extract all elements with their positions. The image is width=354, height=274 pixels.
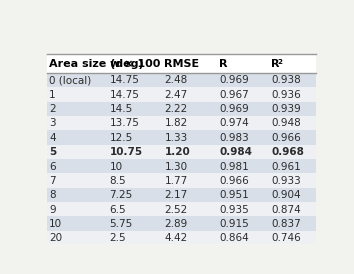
Text: 0.983: 0.983 — [219, 133, 249, 143]
Text: 2: 2 — [49, 104, 56, 114]
Bar — [47, 73, 316, 87]
Text: 0.874: 0.874 — [272, 205, 301, 215]
Text: 0.837: 0.837 — [272, 219, 301, 229]
Text: 12.5: 12.5 — [109, 133, 133, 143]
Bar — [47, 87, 316, 102]
Text: 0.951: 0.951 — [219, 190, 249, 200]
Text: 2.89: 2.89 — [164, 219, 188, 229]
Text: R: R — [219, 59, 228, 69]
Text: 0.981: 0.981 — [219, 161, 249, 172]
Text: 1.33: 1.33 — [164, 133, 188, 143]
Text: 0.984: 0.984 — [219, 147, 252, 157]
Text: 14.75: 14.75 — [109, 75, 139, 85]
Bar — [47, 173, 316, 188]
Text: 2: 2 — [278, 59, 282, 65]
Bar — [47, 54, 316, 73]
Text: 1: 1 — [49, 90, 56, 100]
Text: 0.935: 0.935 — [219, 205, 249, 215]
Text: 0.969: 0.969 — [219, 75, 249, 85]
Bar — [47, 145, 316, 159]
Text: 0.967: 0.967 — [219, 90, 249, 100]
Bar — [47, 216, 316, 231]
Text: 1.77: 1.77 — [164, 176, 188, 186]
Text: 2.22: 2.22 — [164, 104, 188, 114]
Text: 1.30: 1.30 — [164, 161, 188, 172]
Text: 5.75: 5.75 — [109, 219, 133, 229]
Text: 2.47: 2.47 — [164, 90, 188, 100]
Bar — [47, 116, 316, 130]
Bar — [47, 188, 316, 202]
Text: 0.915: 0.915 — [219, 219, 249, 229]
Bar — [47, 231, 316, 245]
Text: w × 100: w × 100 — [109, 59, 160, 69]
Text: 3: 3 — [49, 118, 56, 129]
Text: 0.864: 0.864 — [219, 233, 249, 243]
Text: 6: 6 — [49, 161, 56, 172]
Text: 0.938: 0.938 — [272, 75, 301, 85]
Text: 0.961: 0.961 — [272, 161, 301, 172]
Text: 2.5: 2.5 — [109, 233, 126, 243]
Text: 0.936: 0.936 — [272, 90, 301, 100]
Text: 0.974: 0.974 — [219, 118, 249, 129]
Text: 8: 8 — [49, 190, 56, 200]
Text: 0.939: 0.939 — [272, 104, 301, 114]
Text: 2.48: 2.48 — [164, 75, 188, 85]
Text: 0.966: 0.966 — [272, 133, 301, 143]
Text: 5: 5 — [49, 147, 56, 157]
Text: 8.5: 8.5 — [109, 176, 126, 186]
Text: 14.5: 14.5 — [109, 104, 133, 114]
Text: 2.17: 2.17 — [164, 190, 188, 200]
Text: 20: 20 — [49, 233, 62, 243]
Text: 4.42: 4.42 — [164, 233, 188, 243]
Bar — [47, 159, 316, 173]
Bar — [47, 130, 316, 145]
Bar — [47, 202, 316, 216]
Text: 0.933: 0.933 — [272, 176, 301, 186]
Text: 10: 10 — [49, 219, 62, 229]
Text: 1.82: 1.82 — [164, 118, 188, 129]
Text: 1.20: 1.20 — [164, 147, 190, 157]
Text: 7.25: 7.25 — [109, 190, 133, 200]
Text: 7: 7 — [49, 176, 56, 186]
Text: 10: 10 — [109, 161, 123, 172]
Text: 6.5: 6.5 — [109, 205, 126, 215]
Text: 0.948: 0.948 — [272, 118, 301, 129]
Text: 0.746: 0.746 — [272, 233, 301, 243]
Text: 2.52: 2.52 — [164, 205, 188, 215]
Text: 0.966: 0.966 — [219, 176, 249, 186]
Text: 14.75: 14.75 — [109, 90, 139, 100]
Text: 10.75: 10.75 — [109, 147, 143, 157]
Text: 13.75: 13.75 — [109, 118, 139, 129]
Text: 0.969: 0.969 — [219, 104, 249, 114]
Text: 0.904: 0.904 — [272, 190, 301, 200]
Text: 4: 4 — [49, 133, 56, 143]
Text: 0 (local): 0 (local) — [49, 75, 91, 85]
Text: 0.968: 0.968 — [272, 147, 304, 157]
Text: RMSE: RMSE — [164, 59, 200, 69]
Text: Area size (deg): Area size (deg) — [49, 59, 144, 69]
Text: 9: 9 — [49, 205, 56, 215]
Bar — [47, 102, 316, 116]
Text: R: R — [272, 59, 280, 69]
